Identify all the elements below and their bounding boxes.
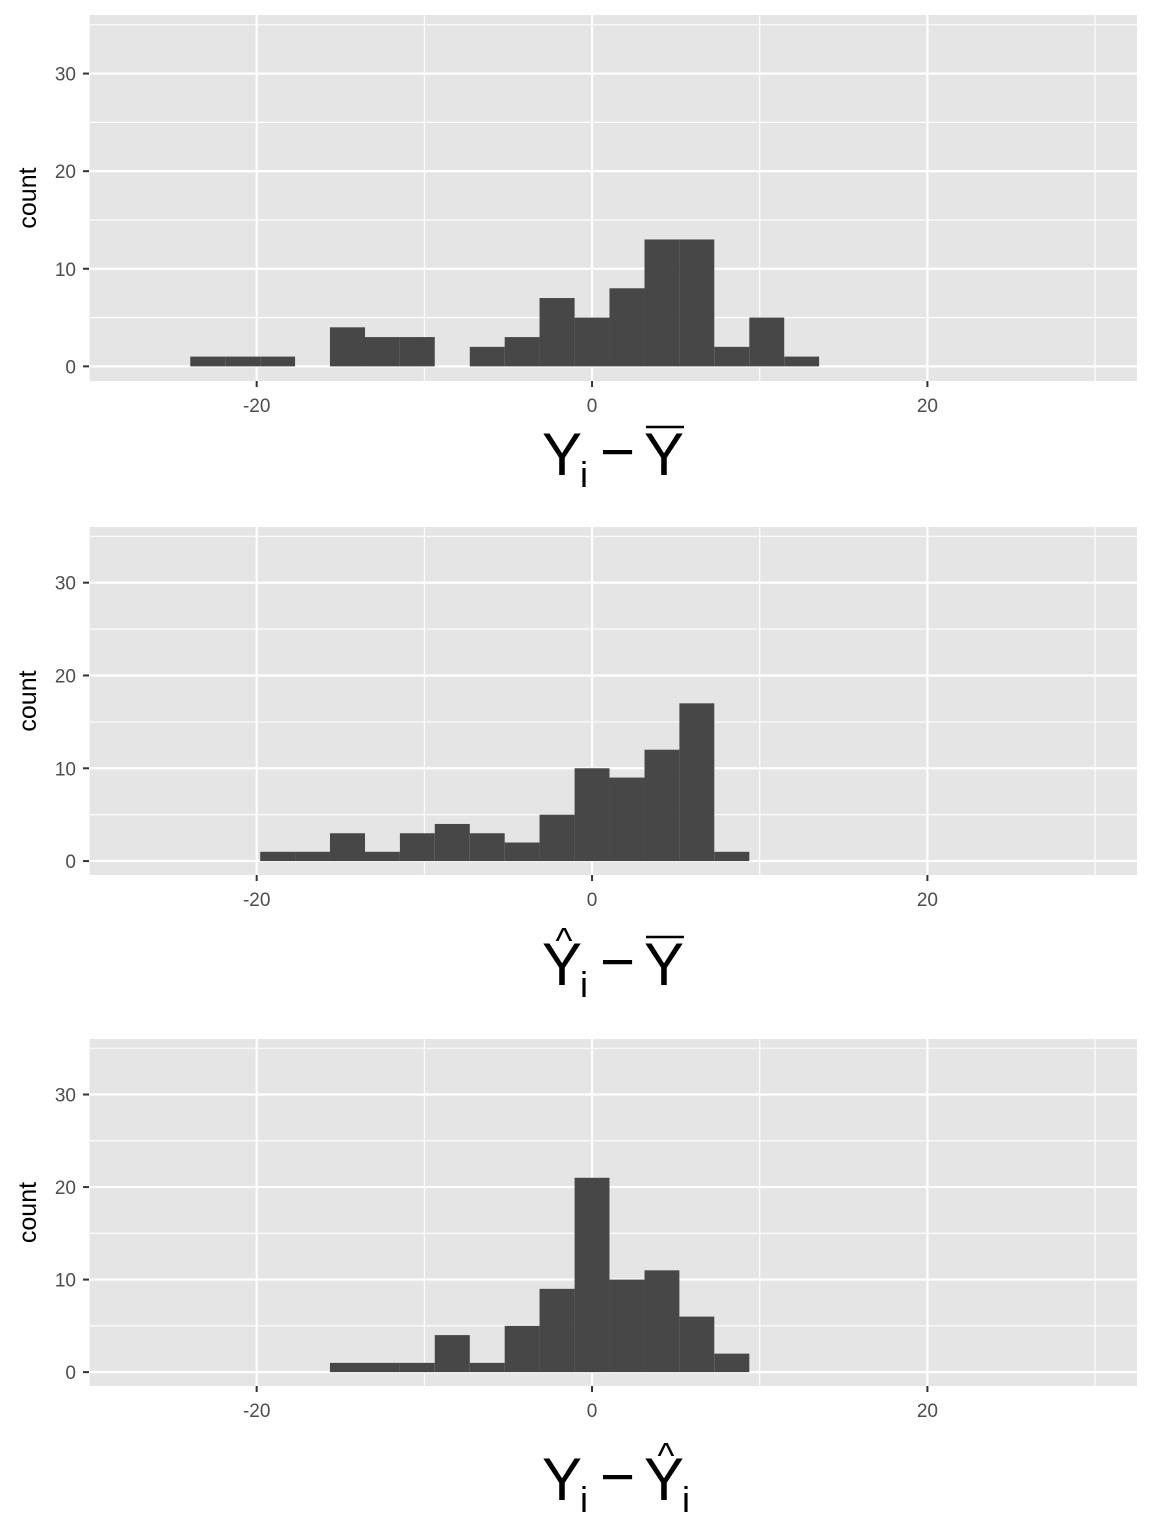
x-tick-label: 0 [587,890,598,911]
histogram-bar [329,1362,366,1373]
histogram-bar [679,1316,715,1373]
y-tick-label: 30 [55,65,76,86]
y-tick-label: 0 [65,852,76,873]
y-axis-label: count [14,167,42,228]
x-tick-label: 0 [587,1401,598,1422]
histogram-bar [190,356,226,367]
histogram-bar [504,842,540,862]
y-tick-label: 0 [65,1363,76,1384]
histogram-bar [434,1335,470,1373]
x-tick-label: 20 [917,890,938,911]
y-tick-label: 30 [55,574,76,595]
histogram-panel-2: 0 10 20 30 -20 0 20 count Yi^ − Y [14,527,1137,1005]
x-label-lhs: Y [542,421,582,488]
histogram-bar [714,346,750,367]
histogram-bar [469,346,505,367]
histogram-bar [539,298,575,367]
x-label-lhs-hat: ^ [556,920,573,961]
x-label-lhs-subscript: i [580,1479,588,1520]
histogram-bar [784,356,820,367]
histogram-bar [679,239,715,367]
y-tick-label: 30 [55,1086,76,1107]
y-tick-label: 20 [55,162,76,183]
histogram-bar [504,1325,540,1373]
y-tick-label: 10 [55,1271,76,1292]
histogram-bar [225,356,261,367]
histogram-bar [679,703,715,862]
x-tick-label: 0 [587,396,598,417]
histogram-bar [504,337,540,367]
histogram-bar [539,814,575,862]
y-tick-label: 10 [55,260,76,281]
histogram-bar [329,327,366,367]
histogram-bar [295,851,330,862]
x-label-minus: − [600,418,635,485]
histogram-bar [714,1353,750,1373]
histogram-bar [644,749,680,862]
histogram-bar [399,833,435,862]
x-label-rhs: Y [644,421,684,488]
x-axis-label: Yi^ − Y [542,920,684,1005]
y-tick-label: 10 [55,759,76,780]
histogram-bar [399,1362,435,1373]
histogram-bar [609,777,645,862]
histogram-panel-1: 0 10 20 30 -20 0 20 count Yi − Y [14,15,1137,495]
x-label-lhs-subscript: i [580,964,588,1005]
y-tick-label: 0 [65,357,76,378]
x-tick-label: -20 [243,890,270,911]
histogram-bar [574,1177,610,1373]
histogram-bar [574,768,610,862]
histogram-bar [539,1288,575,1373]
x-label-minus: − [600,1443,635,1510]
histogram-bar [574,317,610,367]
x-axis-label: Yi − Y [542,418,684,495]
y-axis-label: count [14,1182,42,1243]
histogram-bar [329,833,366,862]
histogram-bar [469,833,505,862]
histogram-bar [260,851,296,862]
histogram-bar [609,288,645,367]
x-tick-label: 20 [917,1401,938,1422]
histogram-bar [609,1279,645,1373]
histogram-bar [365,1362,400,1373]
x-axis-label: Yi − Y^i [542,1435,690,1520]
y-axis-label: count [14,670,42,731]
x-label-rhs: Y [644,931,684,998]
histogram-bar [644,239,680,367]
histogram-bar [469,1362,505,1373]
x-label-lhs: Y [542,1446,582,1513]
x-tick-label: -20 [243,396,270,417]
x-label-rhs-subscript: i [682,1479,690,1520]
histogram-bar [644,1270,680,1373]
x-tick-label: -20 [243,1401,270,1422]
y-tick-label: 20 [55,1178,76,1199]
histogram-bar [365,851,400,862]
x-label-minus: − [600,928,635,995]
x-label-lhs: Y [542,931,582,998]
histogram-bar [399,337,435,367]
histogram-bar [260,356,296,367]
histogram-bar [365,337,400,367]
histogram-bar [434,823,470,862]
histogram-bar [714,851,750,862]
x-tick-label: 20 [917,396,938,417]
y-tick-label: 20 [55,666,76,687]
x-label-rhs-hat: ^ [658,1435,675,1476]
x-label-lhs-subscript: i [580,454,588,495]
histogram-bar [749,317,785,367]
x-label-rhs: Y [644,1446,684,1513]
